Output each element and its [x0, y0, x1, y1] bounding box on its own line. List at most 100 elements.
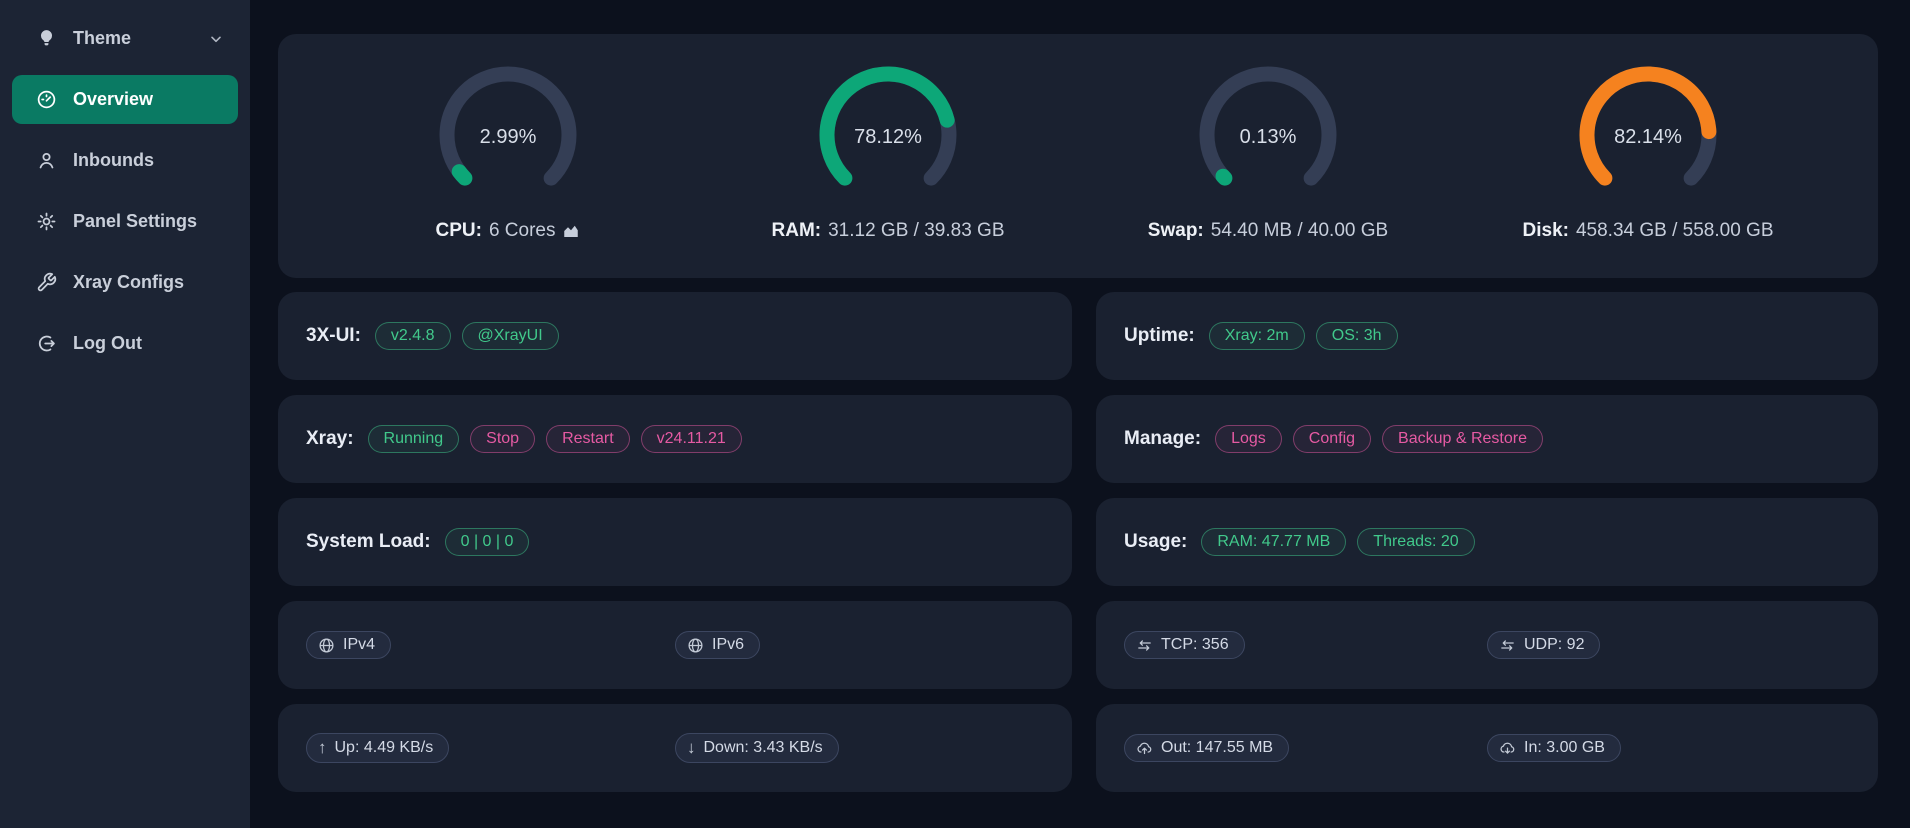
swap-detail: 54.40 MB / 40.00 GB	[1210, 220, 1389, 241]
xray-stop-button[interactable]: Stop	[470, 425, 536, 453]
ram-gauge: 78.12% RAM: 31.12 GB / 39.83 GB	[698, 60, 1078, 242]
sidebar-item-theme[interactable]: Theme	[12, 14, 238, 63]
cpu-gauge-arc	[439, 66, 577, 186]
ipv4-tag[interactable]: IPv4	[306, 631, 392, 659]
globe-icon	[318, 637, 335, 654]
config-button[interactable]: Config	[1292, 425, 1372, 453]
arrow-up-icon: ↑	[318, 738, 327, 757]
lightbulb-icon	[36, 28, 57, 49]
system-load-badge: 0 | 0 | 0	[444, 528, 530, 556]
manage-label: Manage:	[1124, 428, 1202, 449]
swap-gauge: 0.13% Swap: 54.40 MB / 40.00 GB	[1078, 60, 1458, 242]
arrow-down-icon: ↓	[687, 738, 696, 757]
sidebar-item-label: Overview	[73, 89, 154, 109]
sidebar-item-label: Theme	[73, 28, 132, 48]
cpu-gauge-value: 2.99%	[479, 125, 537, 148]
upload-speed-tag: ↑ Up: 4.49 KB/s	[306, 733, 450, 763]
traffic-out-tag: Out: 147.55 MB	[1124, 734, 1290, 762]
traffic-in-label: In: 3.00 GB	[1524, 739, 1605, 756]
swap-gauge-label: Swap: 54.40 MB / 40.00 GB	[1148, 220, 1388, 242]
uptime-label: Uptime:	[1124, 325, 1195, 346]
swap-label: Swap:	[1147, 220, 1204, 241]
xray-status-badge: Running	[367, 425, 460, 453]
system-gauges-card: 2.99% CPU: 6 Cores 78.12% RAM: 31.12 GB …	[278, 34, 1878, 278]
ipv6-tag-label: IPv6	[712, 636, 745, 653]
sidebar-item-label: Xray Configs	[73, 272, 185, 292]
disk-gauge: 82.14% Disk: 458.34 GB / 558.00 GB	[1458, 60, 1838, 242]
cpu-detail: 6 Cores	[488, 220, 556, 241]
disk-gauge-arc	[1579, 66, 1717, 186]
cpu-label: CPU:	[435, 220, 482, 241]
cpu-gauge-label: CPU: 6 Cores	[436, 220, 581, 242]
sidebar-item-panel-settings[interactable]: Panel Settings	[12, 197, 238, 246]
wrench-icon	[36, 272, 57, 293]
dashboard-icon	[36, 89, 57, 110]
traffic-in-tag: In: 3.00 GB	[1487, 734, 1621, 762]
xray-card: Xray: Running Stop Restart v24.11.21	[278, 395, 1072, 483]
disk-label: Disk:	[1522, 220, 1569, 241]
sidebar-item-inbounds[interactable]: Inbounds	[12, 136, 238, 185]
ram-gauge-label: RAM: 31.12 GB / 39.83 GB	[772, 220, 1005, 242]
sidebar: Theme Overview Inbounds Panel Settings X…	[0, 0, 250, 828]
xui-telegram-badge[interactable]: @XrayUI	[461, 322, 559, 350]
ram-label: RAM:	[771, 220, 822, 241]
xray-version-badge[interactable]: v24.11.21	[640, 425, 742, 453]
connections-card: TCP: 356 UDP: 92	[1096, 601, 1878, 689]
ram-detail: 31.12 GB / 39.83 GB	[828, 220, 1005, 241]
manage-card: Manage: Logs Config Backup & Restore	[1096, 395, 1878, 483]
ram-gauge-arc	[819, 66, 957, 186]
chart-icon[interactable]	[562, 222, 580, 240]
backup-restore-button[interactable]: Backup & Restore	[1382, 425, 1543, 453]
system-load-label: System Load:	[306, 531, 431, 552]
sidebar-item-xray-configs[interactable]: Xray Configs	[12, 258, 238, 307]
system-load-card: System Load: 0 | 0 | 0	[278, 498, 1072, 586]
upload-speed-label: Up: 4.49 KB/s	[334, 739, 434, 756]
ip-card: IPv4 IPv6	[278, 601, 1072, 689]
udp-tag-label: UDP: 92	[1524, 636, 1585, 653]
xui-card: 3X-UI: v2.4.8 @XrayUI	[278, 292, 1072, 380]
swap-gauge-arc	[1199, 66, 1337, 186]
xui-version-badge[interactable]: v2.4.8	[374, 322, 451, 350]
logout-icon	[36, 333, 57, 354]
usage-card: Usage: RAM: 47.77 MB Threads: 20	[1096, 498, 1878, 586]
disk-gauge-label: Disk: 458.34 GB / 558.00 GB	[1523, 220, 1774, 242]
xui-label: 3X-UI:	[306, 325, 361, 346]
uptime-os-badge: OS: 3h	[1315, 322, 1398, 350]
usage-label: Usage:	[1124, 531, 1188, 552]
xray-restart-button[interactable]: Restart	[546, 425, 630, 453]
uptime-card: Uptime: Xray: 2m OS: 3h	[1096, 292, 1878, 380]
sidebar-item-label: Log Out	[73, 333, 142, 353]
usage-ram-badge: RAM: 47.77 MB	[1201, 528, 1347, 556]
tcp-tag: TCP: 356	[1124, 631, 1245, 659]
cloud-upload-icon	[1136, 740, 1153, 757]
traffic-out-label: Out: 147.55 MB	[1161, 739, 1274, 756]
globe-icon	[687, 637, 704, 654]
logs-button[interactable]: Logs	[1215, 425, 1282, 453]
uptime-xray-badge: Xray: 2m	[1208, 322, 1305, 350]
usage-threads-badge: Threads: 20	[1357, 528, 1475, 556]
main-content: 2.99% CPU: 6 Cores 78.12% RAM: 31.12 GB …	[250, 0, 1910, 828]
traffic-card: Out: 147.55 MB In: 3.00 GB	[1096, 704, 1878, 792]
disk-gauge-value: 82.14%	[1614, 125, 1682, 148]
ram-gauge-value: 78.12%	[854, 125, 922, 148]
speed-card: ↑ Up: 4.49 KB/s ↓ Down: 3.43 KB/s	[278, 704, 1072, 792]
download-speed-label: Down: 3.43 KB/s	[703, 739, 823, 756]
sidebar-item-overview[interactable]: Overview	[12, 75, 238, 124]
ipv4-tag-label: IPv4	[343, 636, 376, 653]
sidebar-item-label: Panel Settings	[73, 211, 198, 231]
sidebar-item-logout[interactable]: Log Out	[12, 319, 238, 368]
ipv6-tag[interactable]: IPv6	[675, 631, 761, 659]
sidebar-item-label: Inbounds	[73, 150, 154, 170]
transfer-icon	[1136, 637, 1153, 654]
disk-detail: 458.34 GB / 558.00 GB	[1575, 220, 1774, 241]
download-speed-tag: ↓ Down: 3.43 KB/s	[675, 733, 839, 763]
udp-tag: UDP: 92	[1487, 631, 1601, 659]
gear-icon	[36, 211, 57, 232]
swap-gauge-value: 0.13%	[1239, 125, 1297, 148]
transfer-icon	[1499, 637, 1516, 654]
cpu-gauge: 2.99% CPU: 6 Cores	[318, 60, 698, 242]
cloud-download-icon	[1499, 740, 1516, 757]
chevron-down-icon	[208, 31, 224, 47]
xray-label: Xray:	[306, 428, 354, 449]
tcp-tag-label: TCP: 356	[1161, 636, 1229, 653]
